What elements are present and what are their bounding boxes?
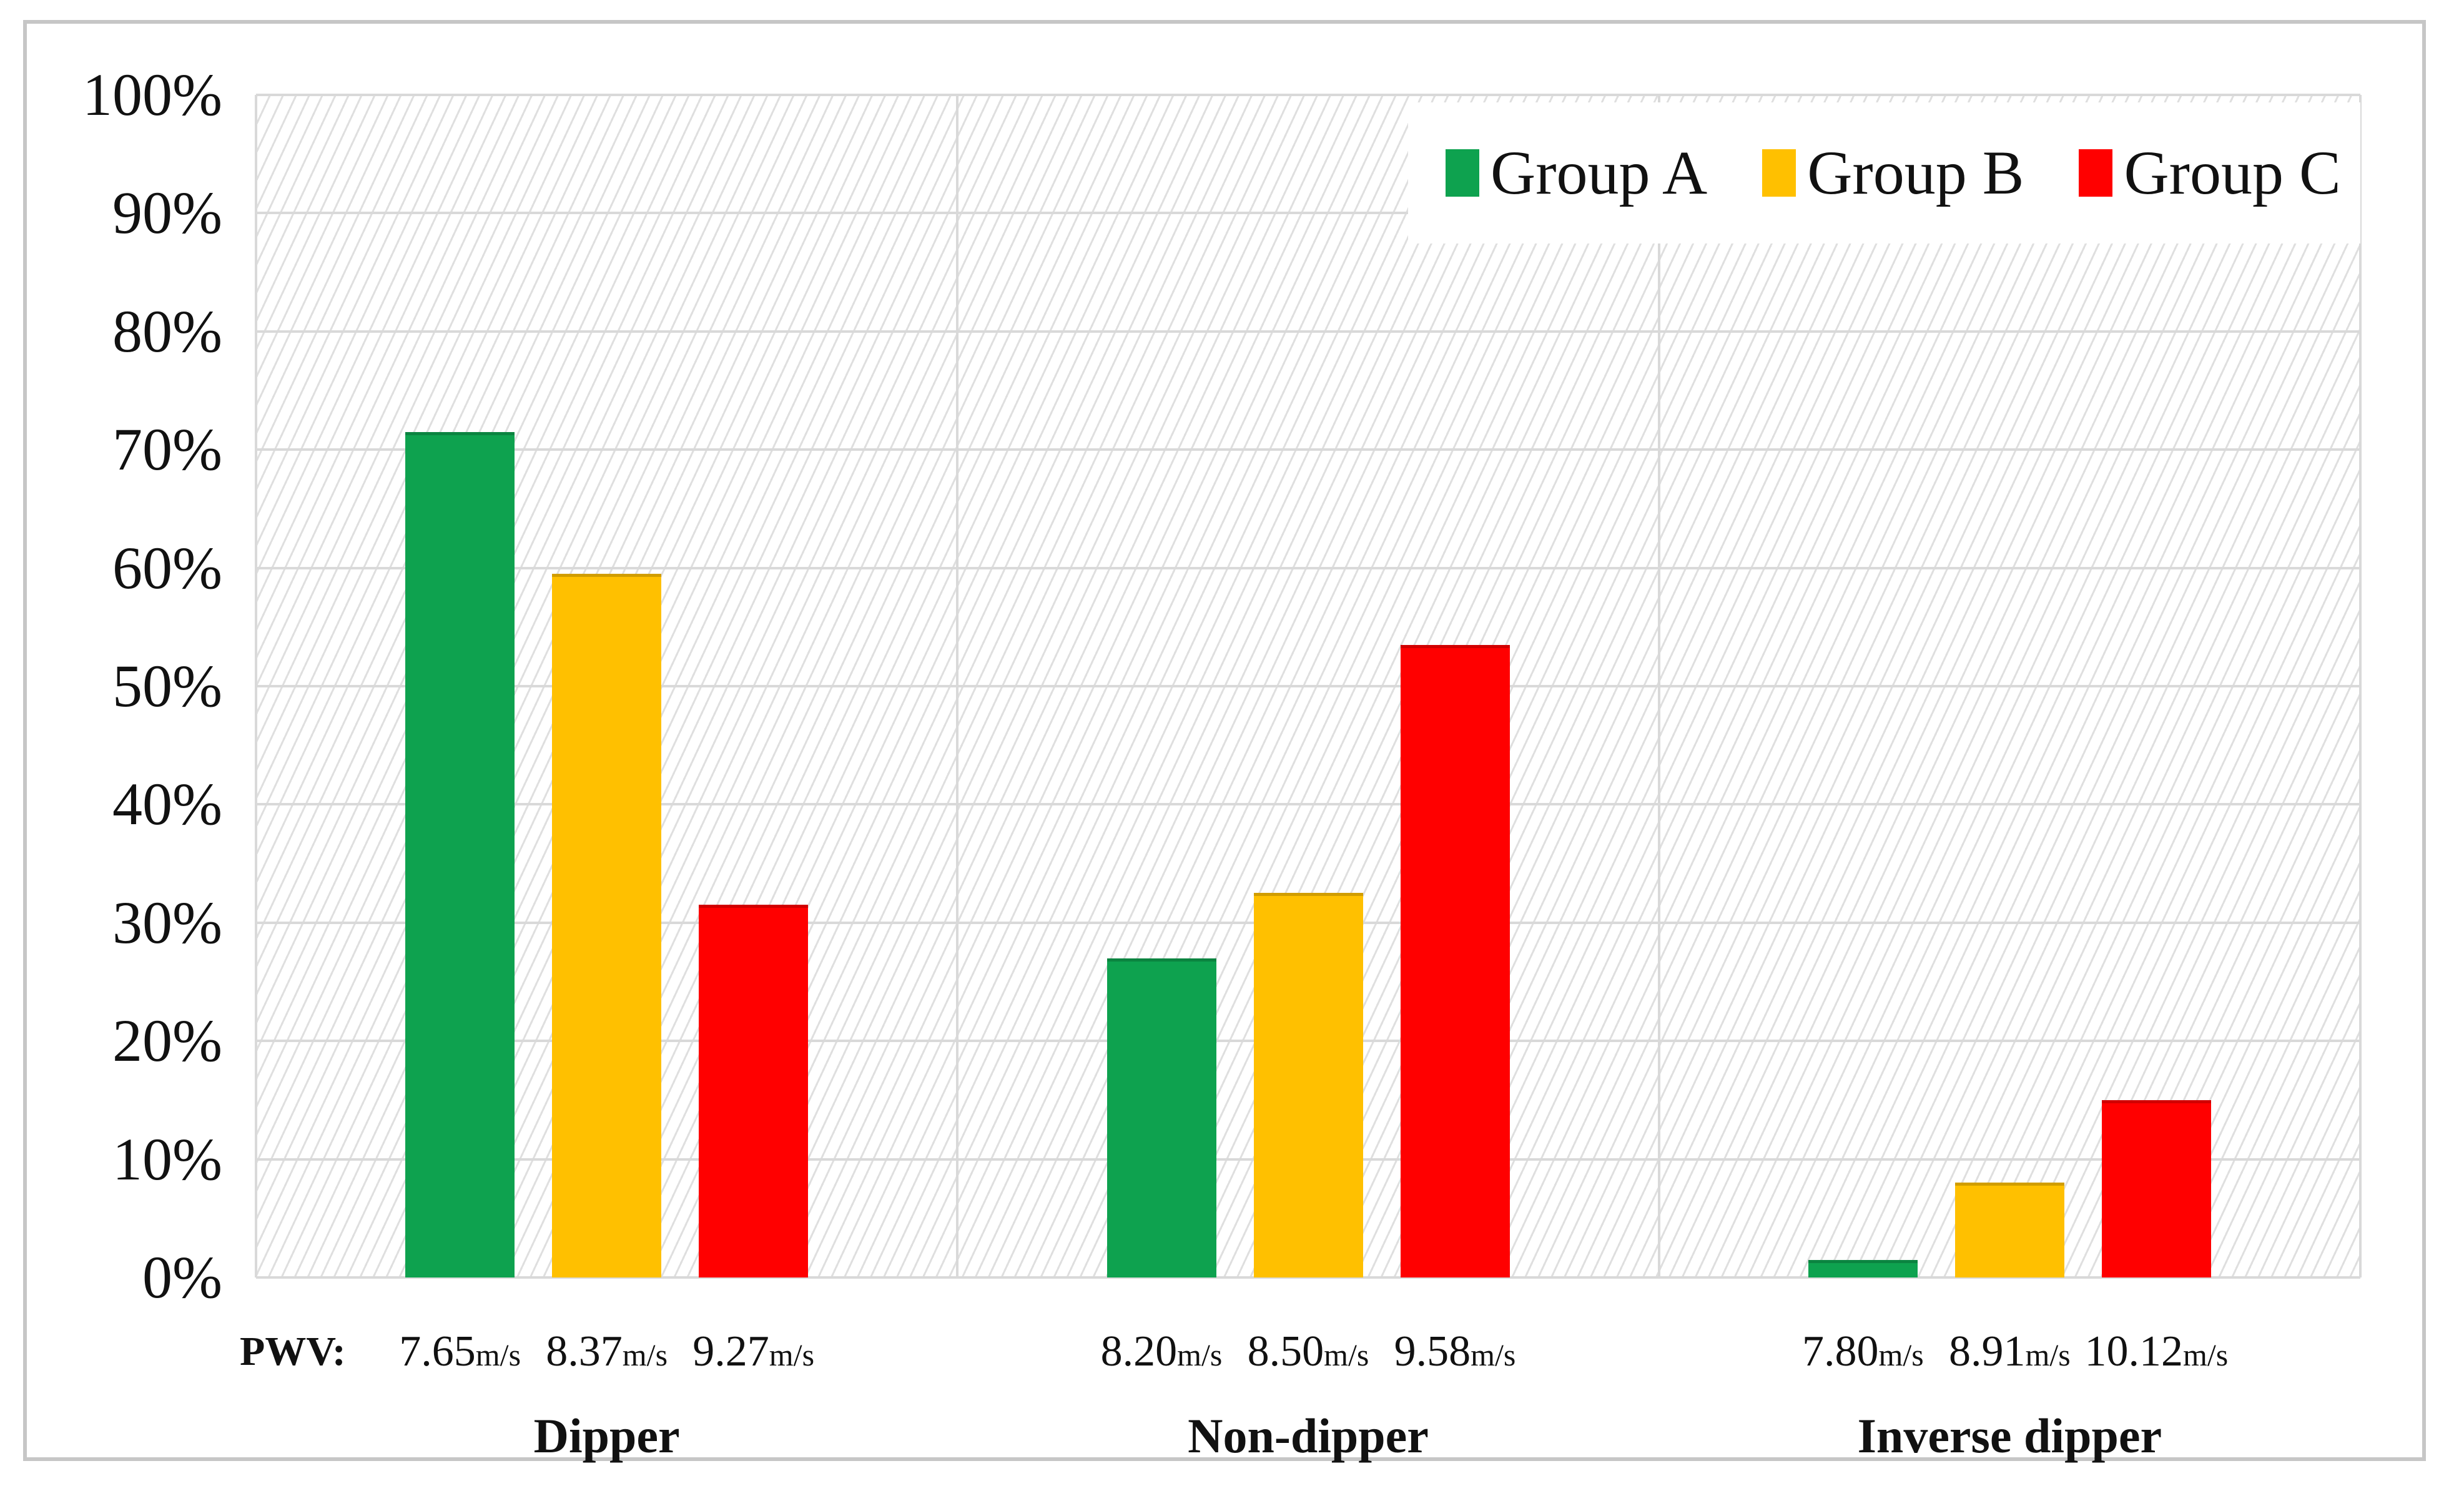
bar-group-b-inverse-dipper (1954, 1183, 2064, 1277)
bar-group-a-inverse-dipper (1808, 1259, 1918, 1277)
pwv-value: 8.20m/s (1100, 1327, 1223, 1375)
pwv-value: 8.91m/s (1948, 1327, 2071, 1375)
y-axis: 0% 10% 20% 30% 40% 50% 60% 70% 80% 90% 100% (0, 61, 222, 1311)
pwv-value: 7.65m/s (399, 1327, 521, 1375)
y-tick-10%: 10% (112, 1125, 222, 1193)
y-tick-0%: 0% (142, 1244, 222, 1311)
figure-border (23, 20, 2426, 1461)
legend-swatch-icon (1762, 149, 1796, 197)
legend-label: Group C (2124, 138, 2341, 207)
legend-label: Group B (1807, 138, 2024, 207)
pwv-unit: m/s (769, 1337, 815, 1372)
gridline-50% (256, 685, 2360, 687)
y-tick-80%: 80% (112, 297, 222, 365)
legend-item-group-c: Group C (2079, 138, 2341, 207)
category-separator-line (255, 95, 257, 1277)
pwv-axis-label: PWV: (240, 1329, 346, 1374)
category-label-non-dipper: Non-dipper (1188, 1409, 1429, 1463)
pwv-unit: m/s (1324, 1337, 1369, 1372)
gridline-70% (256, 448, 2360, 451)
gridline-40% (256, 803, 2360, 806)
bar-group-b-non-dipper (1253, 893, 1363, 1277)
pwv-row: PWV: 7.65m/s 8.37m/s 9.27m/s 8.20m/s 8.50m/s… (240, 1314, 2360, 1389)
category-label-dipper: Dipper (533, 1409, 680, 1463)
pwv-unit: m/s (1177, 1337, 1223, 1372)
y-tick-50%: 50% (112, 652, 222, 719)
category-separator-line (2359, 95, 2362, 1277)
y-tick-70%: 70% (112, 416, 222, 483)
pwv-unit: m/s (2025, 1337, 2071, 1372)
bar-group-c-inverse-dipper (2101, 1100, 2211, 1277)
category-axis: Dipper Non-dipper Inverse dipper (256, 1399, 2360, 1474)
bar-group-c-non-dipper (1400, 644, 1510, 1277)
category-label-inverse-dipper: Inverse dipper (1857, 1409, 2162, 1463)
pwv-value: 9.58m/s (1394, 1327, 1516, 1375)
pwv-value: 8.50m/s (1247, 1327, 1369, 1375)
pwv-unit: m/s (2182, 1337, 2229, 1372)
gridline-60% (256, 566, 2360, 569)
bar-group-b-dipper (552, 574, 662, 1277)
legend-swatch-icon (1446, 149, 1479, 197)
gridline-0% (256, 1276, 2360, 1279)
category-separator-line (1657, 95, 1660, 1277)
gridline-100% (256, 94, 2360, 96)
pwv-value: 7.80m/s (1801, 1327, 1924, 1375)
bar-group-c-dipper (699, 905, 809, 1277)
legend-item-group-a: Group A (1446, 142, 1707, 204)
plot-area (255, 94, 2362, 1279)
pwv-unit: m/s (622, 1337, 668, 1372)
gridline-80% (256, 330, 2360, 333)
legend-swatch-icon (2079, 149, 2113, 197)
pwv-unit: m/s (475, 1337, 521, 1372)
legend-label: Group A (1491, 138, 1708, 207)
legend: Group A Group B Group C (1408, 102, 2360, 244)
pwv-unit: m/s (1471, 1337, 1516, 1372)
bar-group-a-non-dipper (1106, 958, 1216, 1277)
y-tick-20%: 20% (112, 1007, 222, 1075)
y-tick-100%: 100% (82, 61, 222, 128)
legend-item-group-b: Group B (1762, 142, 2024, 204)
y-tick-40%: 40% (112, 770, 222, 838)
pwv-value: 10.12m/s (2084, 1327, 2229, 1375)
pwv-unit: m/s (1878, 1337, 1924, 1372)
category-separator-line (956, 95, 959, 1277)
y-tick-60%: 60% (112, 534, 222, 601)
gridline-90% (256, 212, 2360, 215)
y-tick-30%: 30% (112, 888, 222, 956)
pwv-value: 9.27m/s (692, 1327, 815, 1375)
y-tick-90%: 90% (112, 179, 222, 247)
pwv-value: 8.37m/s (546, 1327, 668, 1375)
bar-group-a-dipper (405, 431, 515, 1277)
